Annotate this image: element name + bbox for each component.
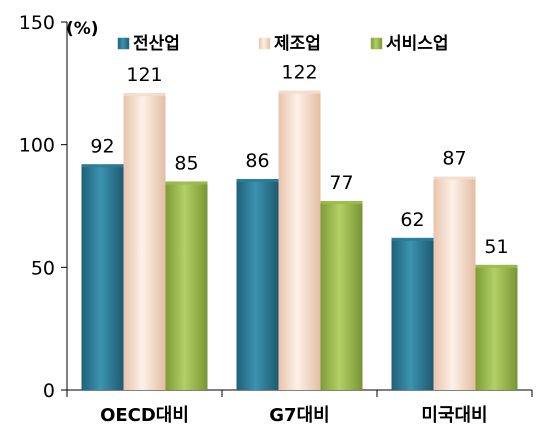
bar-body xyxy=(391,237,434,390)
bar-body xyxy=(475,264,518,390)
bar-top-edge xyxy=(391,237,434,241)
bar-top-edge xyxy=(165,181,208,185)
bar xyxy=(278,90,321,391)
y-tick-label: 0 xyxy=(43,380,55,402)
bars xyxy=(81,90,518,391)
bar xyxy=(236,179,279,390)
legend-label: 전산업 xyxy=(133,34,180,54)
bar xyxy=(433,176,476,390)
bar-top-edge xyxy=(278,90,321,94)
bar-value-label: 92 xyxy=(90,135,114,157)
x-category-label: G7대비 xyxy=(269,405,329,426)
y-tick-label: 100 xyxy=(19,135,55,157)
bar xyxy=(123,93,166,390)
bar-top-edge xyxy=(320,201,363,205)
bar xyxy=(81,164,124,390)
bar-body xyxy=(320,201,363,390)
bar-top-edge xyxy=(236,179,279,183)
bar-body xyxy=(433,176,476,390)
bar-body xyxy=(123,93,166,390)
bar-top-edge xyxy=(433,176,476,180)
bar-value-label: 87 xyxy=(442,148,466,170)
bar-value-label: 122 xyxy=(281,62,317,84)
bar-body xyxy=(81,164,124,390)
unit-label: (%) xyxy=(66,19,99,39)
bar xyxy=(475,264,518,390)
legend-label: 제조업 xyxy=(274,34,321,54)
y-tick-label: 50 xyxy=(31,257,55,279)
bar xyxy=(165,181,208,390)
bar xyxy=(391,237,434,390)
bar-value-label: 86 xyxy=(245,150,269,172)
bar-value-label: 51 xyxy=(484,236,508,258)
bar-value-label: 77 xyxy=(329,172,353,194)
bar-top-edge xyxy=(475,264,518,268)
x-ticks: OECD대비 G7대비 미국대비 xyxy=(66,390,533,426)
x-category-label: OECD대비 xyxy=(100,405,189,426)
y-ticks: 0 50 100 150 xyxy=(19,12,67,402)
y-tick-label: 150 xyxy=(19,12,55,34)
legend-item: 제조업 xyxy=(258,34,321,54)
bar-top-edge xyxy=(123,93,166,97)
x-category-label: 미국대비 xyxy=(421,405,487,426)
data-labels: 92 121 85 86 122 77 62 87 51 xyxy=(90,62,508,258)
legend-swatch xyxy=(117,37,130,50)
bar-top-edge xyxy=(81,164,124,168)
bar-value-label: 85 xyxy=(174,152,198,174)
legend-swatch xyxy=(258,37,271,50)
legend-label: 서비스업 xyxy=(386,34,449,54)
bar-value-label: 121 xyxy=(126,64,162,86)
bar xyxy=(320,201,363,390)
bar-body xyxy=(165,181,208,390)
bar-body xyxy=(236,179,279,390)
legend: 전산업 제조업 서비스업 xyxy=(117,34,449,54)
bar-body xyxy=(278,90,321,391)
bar-value-label: 62 xyxy=(400,209,424,231)
legend-item: 전산업 xyxy=(117,34,180,54)
legend-swatch xyxy=(370,37,383,50)
legend-item: 서비스업 xyxy=(370,34,449,54)
